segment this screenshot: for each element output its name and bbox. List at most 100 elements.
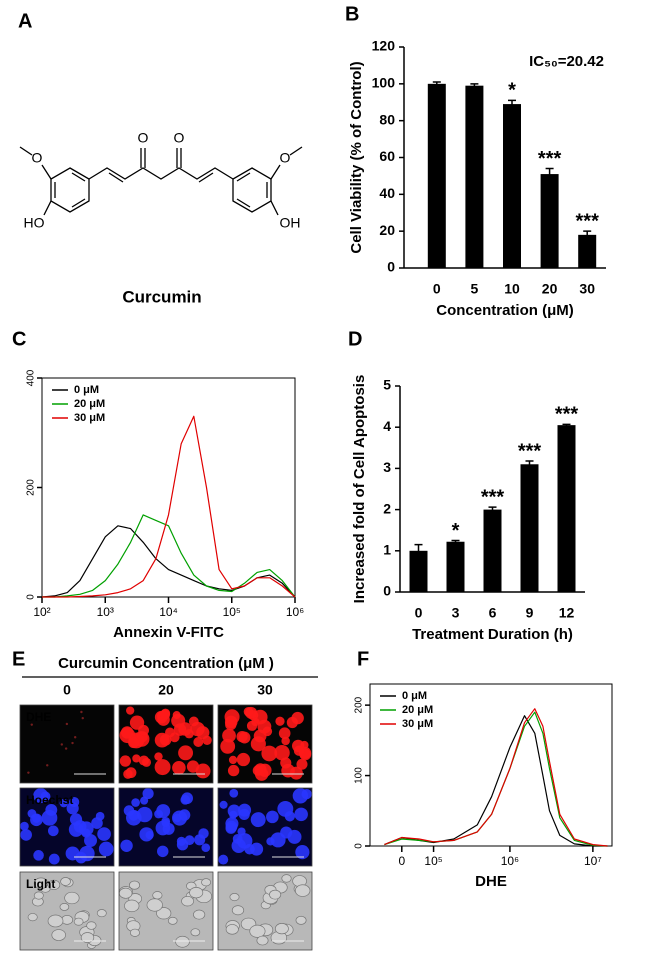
x-tick-label: 30 [579, 281, 595, 297]
cell [141, 757, 152, 767]
cell-outline [193, 909, 206, 920]
cell [236, 752, 251, 767]
cell [154, 752, 163, 761]
series-line [384, 715, 608, 847]
column-label: 20 [158, 682, 174, 698]
nucleus [229, 788, 239, 798]
image-frame [20, 705, 114, 783]
column-label: 30 [257, 682, 273, 698]
annotation: IC₅₀=20.42 [529, 53, 604, 70]
cell-outline [59, 902, 70, 911]
significance: *** [555, 404, 579, 426]
micrograph [19, 787, 115, 867]
cell-outline [190, 928, 201, 937]
bar [578, 234, 597, 268]
cell-outline [274, 923, 289, 935]
cell [73, 736, 77, 739]
cell [132, 754, 141, 763]
nucleus [47, 825, 59, 837]
error-bar [545, 167, 554, 180]
nucleus [229, 810, 238, 819]
cell-outline [225, 924, 239, 935]
x-tick-label: 10³ [97, 605, 114, 619]
cell [64, 747, 68, 750]
cell [225, 719, 237, 731]
nucleus [20, 829, 32, 841]
cell [193, 737, 204, 747]
nucleus [294, 807, 308, 822]
nucleus [66, 802, 79, 815]
y-tick-label: 0 [387, 259, 395, 275]
x-tick-label: 20 [542, 281, 558, 297]
y-tick-label: 3 [383, 459, 391, 475]
cell [296, 758, 308, 770]
legend-label: 0 μM [402, 690, 427, 702]
cell [245, 706, 258, 719]
cell-outline [175, 935, 190, 948]
legend-label: 20 μM [74, 398, 105, 410]
bond [71, 172, 86, 182]
grid-title: Curcumin Concentration (μM ) [58, 655, 274, 672]
y-tick-label: 0 [354, 843, 365, 849]
significance: *** [518, 440, 542, 462]
cell-outline [256, 935, 269, 946]
error-bar [562, 423, 571, 426]
error-bar [432, 81, 441, 86]
plot-frame [369, 683, 613, 847]
micrograph [118, 787, 214, 867]
y-axis-title: Increased fold of Cell Apoptosis [351, 375, 368, 604]
nucleus [201, 843, 211, 853]
x-tick-label: 10² [33, 605, 50, 619]
cell-outline [281, 874, 292, 883]
nucleus [33, 850, 44, 861]
cell [220, 738, 236, 754]
cell-outline [181, 895, 194, 907]
nucleus [33, 788, 49, 804]
bar [465, 85, 484, 268]
cell [71, 741, 74, 745]
image-border [118, 787, 214, 867]
nucleus [244, 843, 255, 855]
bar [446, 541, 465, 592]
nucleus [97, 827, 111, 841]
cell [159, 709, 171, 720]
cell-outline [51, 929, 66, 941]
compound-name: Curcumin [122, 287, 201, 306]
nucleus [181, 792, 193, 805]
cell [172, 711, 181, 720]
bar [540, 174, 559, 268]
cell [278, 727, 291, 740]
nucleus [73, 820, 87, 833]
cell [257, 719, 272, 734]
cell [275, 716, 285, 726]
atom-label: O [174, 130, 185, 146]
chain [88, 167, 234, 180]
atom-label: OH [280, 215, 301, 231]
legend-label: 30 μM [74, 412, 105, 424]
error-bar [470, 83, 479, 88]
x-tick-label: 6 [489, 605, 497, 621]
nucleus [219, 800, 228, 809]
bar [503, 104, 521, 268]
plot-frame [41, 377, 296, 598]
nucleus [237, 827, 246, 836]
nucleus [238, 808, 250, 820]
micrograph [19, 871, 115, 951]
image-border [217, 787, 313, 867]
x-tick-label: 0 [433, 281, 441, 297]
y-tick-label: 60 [379, 148, 395, 164]
cell-outline [47, 914, 64, 928]
x-tick-label: 10⁵ [223, 605, 241, 619]
cell [252, 765, 264, 776]
atom-label: O [32, 150, 43, 166]
y-tick-label: 120 [372, 38, 396, 54]
y-tick-label: 40 [379, 185, 395, 201]
cell [195, 763, 211, 779]
cell-outline [124, 899, 140, 913]
x-tick-label: 10⁶ [286, 605, 304, 619]
nucleus [292, 788, 309, 804]
cell [186, 760, 200, 773]
error-bar [488, 506, 497, 513]
y-tick-label: 100 [372, 75, 396, 91]
